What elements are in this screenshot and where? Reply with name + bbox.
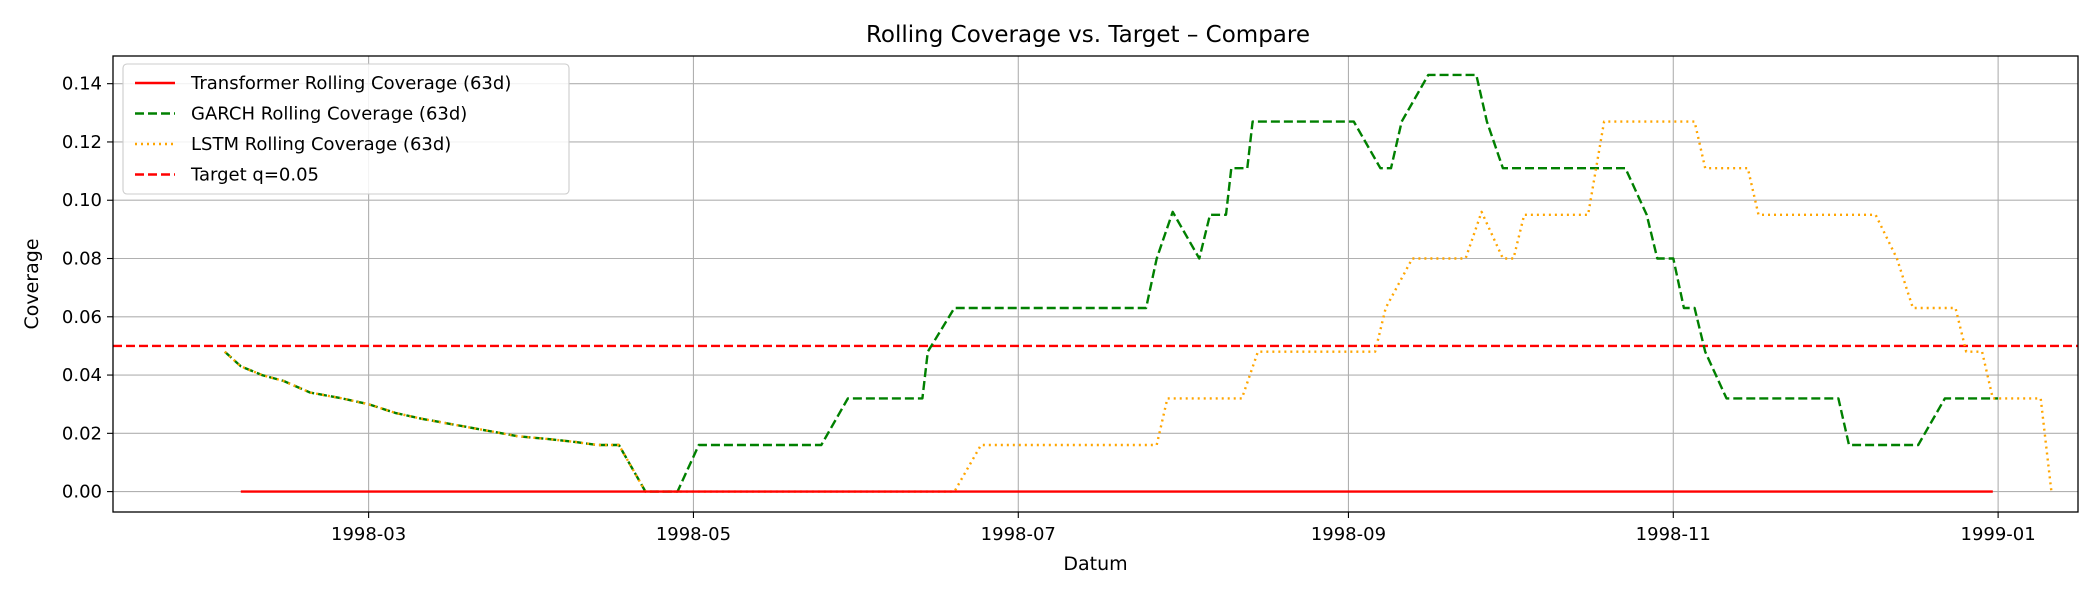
legend-entry: LSTM Rolling Coverage (63d) xyxy=(191,134,451,155)
plot-frame xyxy=(112,55,2079,513)
axis-ticks: 1998-03 1998-05 1998-07 1998-09 1998-11 1999-… xyxy=(62,74,2036,545)
chart-title: Rolling Coverage vs. Target – Compare xyxy=(866,22,1310,48)
y-tick-label: 0.08 xyxy=(62,249,102,270)
x-axis-label: Datum xyxy=(1063,553,1127,575)
y-tick-label: 0.04 xyxy=(62,365,102,386)
series-line-1 xyxy=(223,73,1999,493)
x-tick-label: 1998-09 xyxy=(1311,524,1386,545)
y-tick-label: 0.14 xyxy=(62,74,102,95)
y-tick-label: 0.12 xyxy=(62,132,102,153)
legend-box xyxy=(122,63,570,195)
x-tick-label: 1998-05 xyxy=(656,524,731,545)
legend-entry: Target q=0.05 xyxy=(190,165,319,186)
series-line-2 xyxy=(223,120,2053,493)
x-tick-label: 1998-07 xyxy=(981,524,1056,545)
legend: Transformer Rolling Coverage (63d) GARCH … xyxy=(122,63,570,195)
x-tick-label: 1999-01 xyxy=(1961,524,2036,545)
y-tick-label: 0.02 xyxy=(62,423,102,444)
y-tick-label: 0.00 xyxy=(62,482,102,503)
y-tick-label: 0.10 xyxy=(62,190,102,211)
y-tick-label: 0.06 xyxy=(62,307,102,328)
x-tick-label: 1998-03 xyxy=(331,524,406,545)
series-lines xyxy=(113,73,2078,493)
y-axis-label: Coverage xyxy=(21,238,43,329)
legend-entry: Transformer Rolling Coverage (63d) xyxy=(190,73,511,94)
x-tick-label: 1998-11 xyxy=(1636,524,1711,545)
legend-entry: GARCH Rolling Coverage (63d) xyxy=(191,104,467,125)
